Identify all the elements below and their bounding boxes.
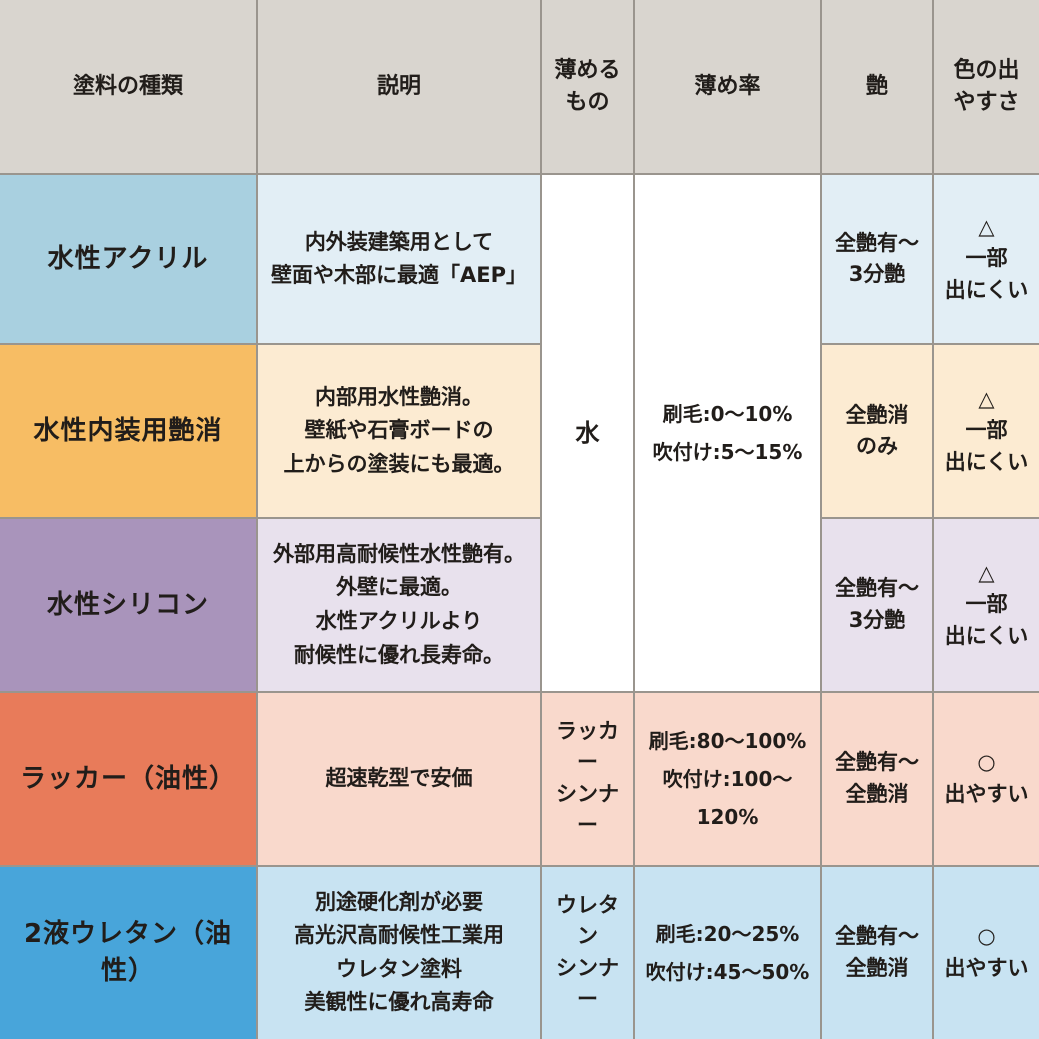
color-ease-cell: △ 一部 出にくい: [932, 172, 1039, 346]
header-thinner: 薄める もの: [540, 0, 635, 175]
description-cell: 内部用水性艶消。 壁紙や石膏ボードの 上からの塗装にも最適。: [256, 343, 542, 519]
description-cell: 外部用高耐候性水性艶有。 外壁に最適。 水性アクリルより 耐候性に優れ長寿命。: [256, 516, 542, 694]
dilution-cell: 刷毛:20〜25% 吹付け:45〜50%: [633, 864, 822, 1039]
color-ease-cell: ○ 出やすい: [932, 691, 1039, 867]
color-ease-cell: △ 一部 出にくい: [932, 343, 1039, 519]
gloss-cell: 全艶有〜 全艶消: [820, 864, 934, 1039]
row-water-interior-matte: 水性内装用艶消 内部用水性艶消。 壁紙や石膏ボードの 上からの塗装にも最適。 全…: [0, 343, 1039, 519]
paint-type-cell: 水性シリコン: [0, 516, 258, 694]
gloss-cell: 全艶消 のみ: [820, 343, 934, 519]
row-water-silicone: 水性シリコン 外部用高耐候性水性艶有。 外壁に最適。 水性アクリルより 耐候性に…: [0, 516, 1039, 694]
description-cell: 別途硬化剤が必要 高光沢高耐候性工業用 ウレタン塗料 美観性に優れ高寿命: [256, 864, 542, 1039]
thinner-cell: ラッカー シンナー: [540, 691, 635, 867]
paint-type-cell: 水性アクリル: [0, 172, 258, 346]
description-cell: 超速乾型で安価: [256, 691, 542, 867]
header-color-ease: 色の出 やすさ: [932, 0, 1039, 175]
paint-type-cell: 水性内装用艶消: [0, 343, 258, 519]
header-gloss: 艶: [820, 0, 934, 175]
header-dilution-rate: 薄め率: [633, 0, 822, 175]
row-two-part-urethane-oil: 2液ウレタン（油性） 別途硬化剤が必要 高光沢高耐候性工業用 ウレタン塗料 美観…: [0, 864, 1039, 1039]
dilution-cell-merged: 刷毛:0〜10% 吹付け:5〜15%: [633, 172, 822, 694]
color-ease-cell: ○ 出やすい: [932, 864, 1039, 1039]
row-water-acrylic: 水性アクリル 内外装建築用として 壁面や木部に最適「AEP」 水 刷毛:0〜10…: [0, 172, 1039, 694]
header-description: 説明: [256, 0, 542, 175]
header-paint-type: 塗料の種類: [0, 0, 258, 175]
paint-type-cell: ラッカー（油性）: [0, 691, 258, 867]
dilution-cell: 刷毛:80〜100% 吹付け:100〜120%: [633, 691, 822, 867]
paint-type-cell: 2液ウレタン（油性）: [0, 864, 258, 1039]
header-row: 塗料の種類 説明 薄める もの 薄め率 艶 色の出 やすさ: [0, 0, 1039, 175]
description-cell: 内外装建築用として 壁面や木部に最適「AEP」: [256, 172, 542, 346]
gloss-cell: 全艶有〜 全艶消: [820, 691, 934, 867]
gloss-cell: 全艶有〜 3分艶: [820, 172, 934, 346]
color-ease-cell: △ 一部 出にくい: [932, 516, 1039, 694]
row-lacquer-oil: ラッカー（油性） 超速乾型で安価 ラッカー シンナー 刷毛:80〜100% 吹付…: [0, 691, 1039, 867]
thinner-cell-merged: 水: [540, 172, 635, 694]
gloss-cell: 全艶有〜 3分艶: [820, 516, 934, 694]
thinner-cell: ウレタン シンナー: [540, 864, 635, 1039]
